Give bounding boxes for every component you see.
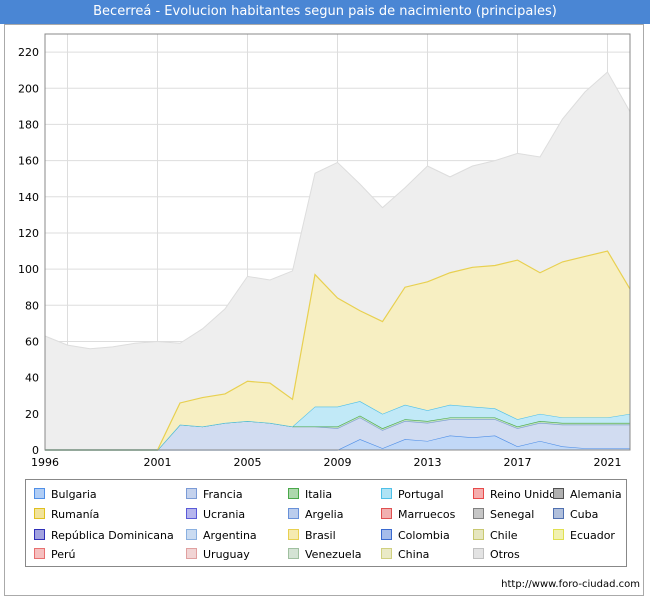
legend-swatch (186, 488, 197, 499)
legend-item: Brasil (288, 529, 336, 545)
legend-label: Italia (305, 488, 333, 501)
y-tick-label: 60 (25, 335, 39, 348)
legend-label: Venezuela (305, 548, 362, 561)
legend-item: Ecuador (553, 529, 615, 545)
legend-label: Ucrania (203, 508, 246, 521)
legend-swatch (186, 529, 197, 540)
series-area-0 (45, 435, 630, 450)
legend-label: Bulgaria (51, 488, 97, 501)
legend-item: Francia (186, 488, 243, 504)
legend-swatch (553, 529, 564, 540)
legend-item: Marruecos (381, 508, 455, 524)
x-tick-label: 2013 (414, 456, 442, 469)
legend-label: Cuba (570, 508, 599, 521)
legend-swatch (473, 488, 484, 499)
x-tick-label: 2021 (594, 456, 622, 469)
legend-item: China (381, 548, 429, 564)
legend-label: Otros (490, 548, 520, 561)
plot-border (44, 33, 631, 451)
chart-title: Becerreá - Evolucion habitantes segun pa… (0, 0, 650, 24)
y-tick-label: 20 (25, 408, 39, 421)
legend-swatch (186, 548, 197, 559)
legend-label: Francia (203, 488, 243, 501)
legend-label: Portugal (398, 488, 444, 501)
legend-label: Uruguay (203, 548, 250, 561)
legend-label: Alemania (570, 488, 622, 501)
legend-label: Chile (490, 529, 518, 542)
legend-label: Brasil (305, 529, 336, 542)
legend-label: Argentina (203, 529, 257, 542)
legend-item: Argelia (288, 508, 343, 524)
legend-swatch (381, 548, 392, 559)
legend-label: Perú (51, 548, 76, 561)
legend-item: Ucrania (186, 508, 245, 524)
legend-swatch (473, 508, 484, 519)
y-tick-label: 200 (18, 82, 39, 95)
legend-label: Marruecos (398, 508, 456, 521)
legend-swatch (288, 548, 299, 559)
legend-swatch (186, 508, 197, 519)
chart-frame (4, 24, 644, 596)
x-tick-label: 2001 (144, 456, 172, 469)
y-tick-label: 120 (18, 227, 39, 240)
legend-swatch (553, 488, 564, 499)
y-tick-label: 0 (32, 444, 39, 457)
legend-swatch (34, 548, 45, 559)
y-tick-label: 220 (18, 46, 39, 59)
legend-swatch (553, 508, 564, 519)
legend-item: Reino Unido (473, 488, 556, 504)
legend-item: Bulgaria (34, 488, 97, 504)
legend-item: Italia (288, 488, 332, 504)
legend-swatch (288, 529, 299, 540)
legend: Bulgaria Francia Italia Portugal Reino Unido… (25, 479, 627, 567)
legend-label: Reino Unido (490, 488, 556, 501)
legend-label: Rumanía (51, 508, 100, 521)
y-tick-label: 40 (25, 372, 39, 385)
legend-swatch (34, 529, 45, 540)
legend-item: Portugal (381, 488, 444, 504)
source-credit: http://www.foro-ciudad.com (501, 579, 640, 590)
legend-swatch (381, 529, 392, 540)
legend-item: Venezuela (288, 548, 362, 564)
x-tick-label: 1996 (31, 456, 59, 469)
legend-label: Colombia (398, 529, 450, 542)
legend-item: República Dominicana (34, 529, 174, 545)
y-tick-label: 180 (18, 118, 39, 131)
x-tick-label: 2017 (504, 456, 532, 469)
legend-swatch (473, 529, 484, 540)
legend-label: Argelia (305, 508, 344, 521)
legend-item: Uruguay (186, 548, 250, 564)
legend-item: Argentina (186, 529, 257, 545)
legend-swatch (473, 548, 484, 559)
x-tick-label: 2009 (324, 456, 352, 469)
legend-item: Chile (473, 529, 518, 545)
legend-label: China (398, 548, 430, 561)
series-area-3 (45, 401, 630, 450)
y-tick-label: 100 (18, 263, 39, 276)
legend-label: Senegal (490, 508, 535, 521)
legend-item: Cuba (553, 508, 598, 524)
legend-item: Alemania (553, 488, 622, 504)
legend-swatch (288, 508, 299, 519)
legend-swatch (34, 508, 45, 519)
legend-item: Senegal (473, 508, 534, 524)
legend-item: Colombia (381, 529, 450, 545)
legend-swatch (381, 508, 392, 519)
y-tick-label: 160 (18, 155, 39, 168)
legend-item: Rumanía (34, 508, 99, 524)
legend-label: República Dominicana (51, 529, 174, 542)
y-tick-label: 80 (25, 299, 39, 312)
legend-swatch (34, 488, 45, 499)
legend-swatch (288, 488, 299, 499)
legend-swatch (381, 488, 392, 499)
legend-item: Perú (34, 548, 76, 564)
y-tick-label: 140 (18, 191, 39, 204)
legend-item: Otros (473, 548, 520, 564)
legend-label: Ecuador (570, 529, 615, 542)
x-tick-label: 2005 (234, 456, 262, 469)
